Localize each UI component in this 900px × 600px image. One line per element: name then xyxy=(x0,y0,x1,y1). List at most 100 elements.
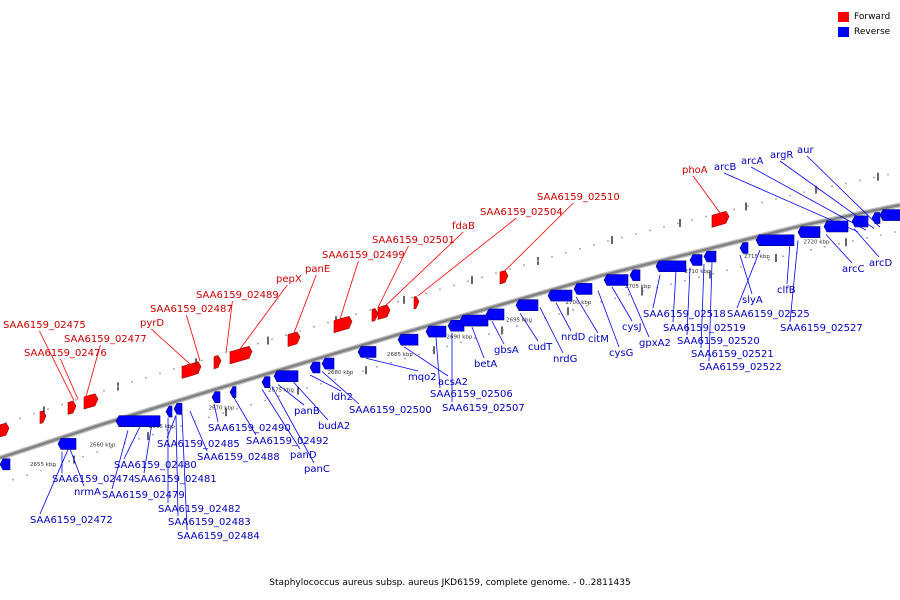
forward-track-dot xyxy=(201,359,203,362)
reverse-swatch xyxy=(838,26,849,37)
reverse-gene-block xyxy=(57,438,77,450)
forward-track-dot xyxy=(523,264,525,266)
forward-track-dot xyxy=(579,247,581,250)
forward-leader xyxy=(225,300,233,354)
forward-track-dot xyxy=(677,222,679,225)
gene-label-fdab: fdaB xyxy=(452,221,475,232)
gene-label-saa6159-02484: SAA6159_02484 xyxy=(177,531,260,542)
reverse-track-dot xyxy=(782,255,784,258)
reverse-track-dot xyxy=(838,242,840,245)
reverse-track-dot xyxy=(278,395,280,398)
reverse-track-dot xyxy=(404,357,406,360)
reverse-track-dot xyxy=(292,391,294,393)
gene-label-saa6159-02481: SAA6159_02481 xyxy=(134,474,217,485)
gene-label-saa6159-02501: SAA6159_02501 xyxy=(372,235,455,246)
gene-label-saa6159-02477: SAA6159_02477 xyxy=(64,334,147,345)
reverse-gene-block xyxy=(655,260,687,273)
gene-label-saa6159-02489: SAA6159_02489 xyxy=(196,290,279,301)
gene-label-pyrd: pyrD xyxy=(140,318,164,329)
forward-track-dot xyxy=(285,334,287,337)
gene-label-panb: panB xyxy=(294,406,320,417)
forward-track-dot xyxy=(453,284,455,287)
reverse-gene-block xyxy=(229,386,237,398)
reverse-gene-blocks xyxy=(0,209,900,471)
reverse-leader xyxy=(175,415,179,517)
reverse-track-dot xyxy=(460,341,462,344)
gene-label-nrdd: nrdD xyxy=(561,332,586,343)
gene-label-saa6159-02474: SAA6159_02474 xyxy=(52,474,135,485)
forward-gene-block xyxy=(67,400,77,415)
reverse-track-dot xyxy=(26,474,28,476)
reverse-gene-block xyxy=(165,405,173,418)
forward-track-dot xyxy=(635,233,637,235)
forward-track-dot xyxy=(873,176,875,179)
reverse-track-dot xyxy=(68,460,70,463)
forward-track-dot xyxy=(845,182,847,185)
reverse-track-dot xyxy=(572,308,574,311)
reverse-gene-block xyxy=(425,325,447,338)
legend-label-forward: Forward xyxy=(854,11,891,22)
gene-label-arcb: arcB xyxy=(714,162,737,173)
reverse-gene-block xyxy=(309,361,321,374)
gene-label-saa6159-02472: SAA6159_02472 xyxy=(30,515,113,526)
reverse-track-dot xyxy=(432,349,434,352)
reverse-track-dot xyxy=(418,353,420,356)
forward-track-dot xyxy=(649,229,651,232)
reverse-track-dot xyxy=(250,403,252,406)
forward-gene-block xyxy=(287,331,301,347)
gene-label-saa6159-02521: SAA6159_02521 xyxy=(691,349,774,360)
forward-leader xyxy=(293,274,317,333)
reverse-gene-block xyxy=(273,370,299,383)
reverse-leader xyxy=(700,263,705,349)
reverse-leader xyxy=(736,249,761,309)
gene-label-cysg: cysG xyxy=(609,348,633,359)
reverse-leader xyxy=(271,386,315,464)
scale-label: 2695 kbp xyxy=(506,317,532,323)
reverse-leader xyxy=(686,267,691,336)
forward-track-dot xyxy=(19,417,21,420)
reverse-leader xyxy=(672,270,677,323)
reverse-leader xyxy=(403,346,449,377)
forward-gene-block xyxy=(181,362,199,379)
forward-track-dot xyxy=(495,272,497,275)
reverse-track-dot xyxy=(684,279,686,282)
gene-label-saa6159-02485: SAA6159_02485 xyxy=(157,439,240,450)
reverse-leader xyxy=(786,242,791,285)
reverse-track-dot xyxy=(362,370,364,372)
reverse-track-dot xyxy=(810,248,812,251)
forward-gene-block xyxy=(377,304,391,320)
reverse-leader xyxy=(491,321,505,345)
reverse-leader xyxy=(69,448,85,487)
forward-gene-block xyxy=(229,346,253,365)
reverse-leader xyxy=(309,374,342,392)
forward-track-dot xyxy=(299,330,301,332)
legend: Forward Reverse xyxy=(838,9,890,39)
reverse-leader xyxy=(261,389,301,450)
scale-label: 2680 kbp xyxy=(328,370,354,376)
forward-gene-block xyxy=(371,308,379,322)
reverse-track-dot xyxy=(166,429,168,432)
gene-label-saa6159-02488: SAA6159_02488 xyxy=(197,452,280,463)
reverse-track-dot xyxy=(110,446,112,449)
reverse-leader xyxy=(597,290,620,348)
reverse-track-dot xyxy=(82,455,84,458)
forward-gene-block xyxy=(333,316,353,334)
reverse-track-dot xyxy=(726,269,728,272)
reverse-track-dot xyxy=(530,321,532,323)
forward-track-dot xyxy=(369,309,371,311)
forward-track-dot xyxy=(593,243,595,246)
reverse-track-dot xyxy=(768,258,770,261)
reverse-track-dot xyxy=(376,366,378,368)
gene-label-saa6159-02490: SAA6159_02490 xyxy=(208,423,291,434)
gene-label-saa6159-02492: SAA6159_02492 xyxy=(246,436,329,447)
gene-label-saa6159-02522: SAA6159_02522 xyxy=(699,362,782,373)
reverse-leader xyxy=(708,261,713,362)
forward-leader xyxy=(504,202,574,271)
reverse-leader xyxy=(519,312,539,342)
forward-track-dot xyxy=(565,251,567,254)
legend-item-reverse: Reverse xyxy=(838,24,890,39)
forward-track-dot xyxy=(467,280,469,283)
forward-track-dot xyxy=(439,288,441,291)
forward-gene-block xyxy=(499,270,509,285)
